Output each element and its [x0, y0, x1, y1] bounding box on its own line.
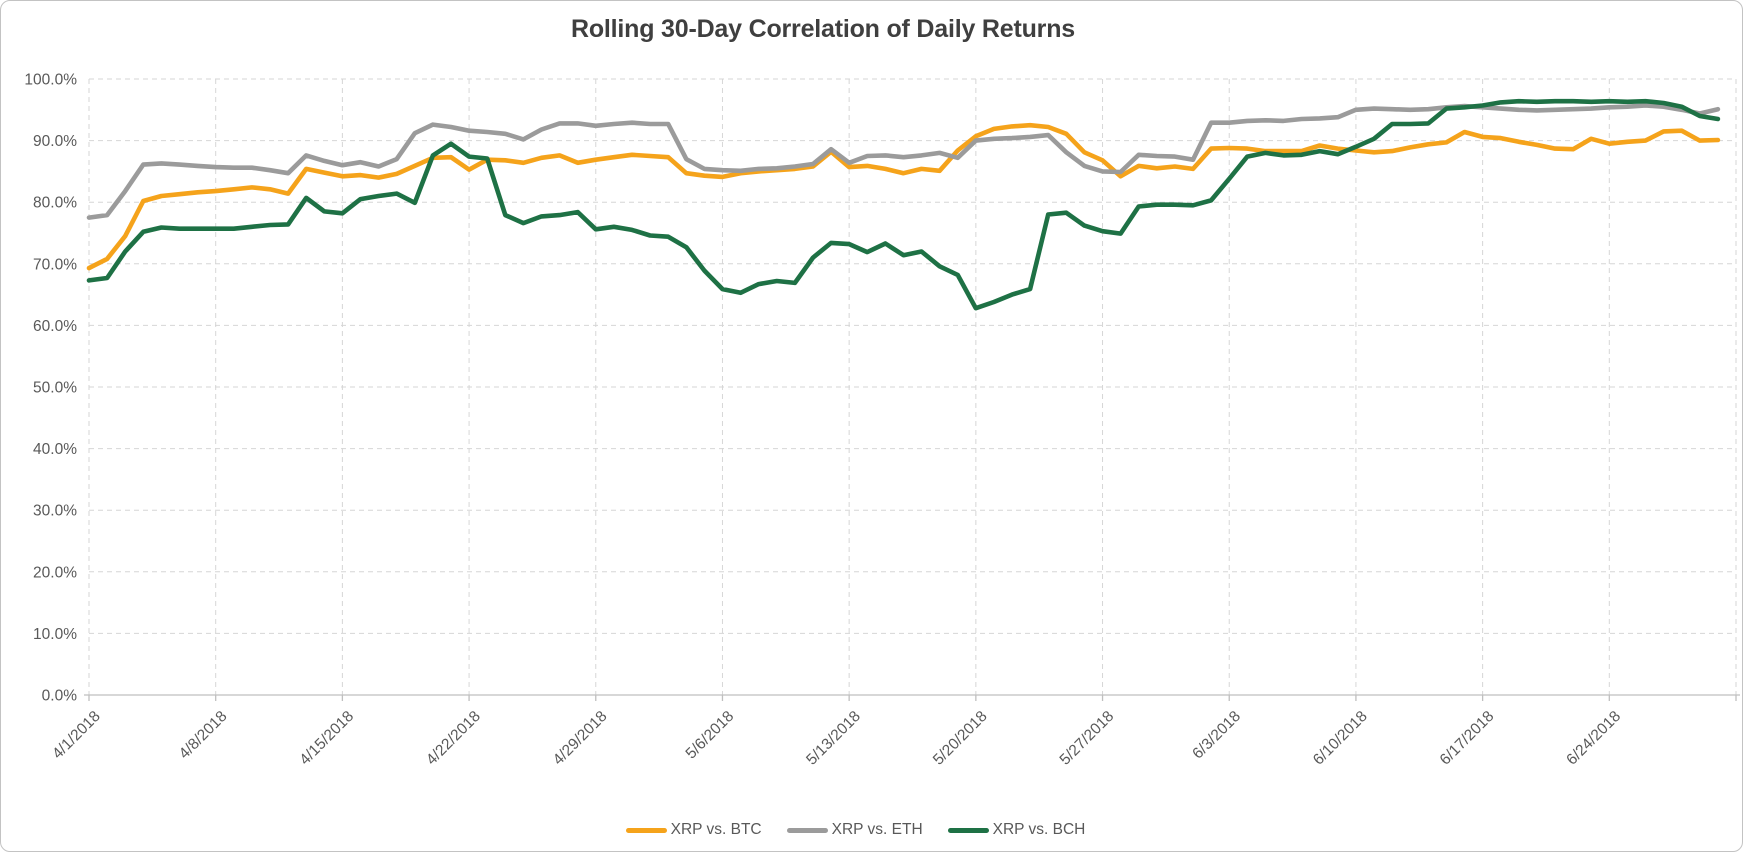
chart-title[interactable]: Rolling 30-Day Correlation of Daily Retu…	[571, 15, 1075, 43]
x-axis-tick-label: 4/15/2018	[296, 708, 357, 769]
x-axis-tick-label: 5/13/2018	[803, 708, 864, 769]
y-axis-tick-label: 50.0%	[33, 380, 77, 397]
series-line-xrp-vs-bch	[86, 98, 1721, 311]
series-line-xrp-vs-eth	[86, 103, 1721, 220]
x-axis-tick-label: 6/3/2018	[1189, 708, 1244, 763]
y-axis-tick-label: 0.0%	[42, 688, 78, 705]
legend-item-xrp-vs-btc[interactable]: XRP vs. BTC	[625, 821, 762, 839]
x-axis-tick-label: 4/8/2018	[176, 708, 231, 763]
series-line-xrp-vs-btc	[86, 122, 1721, 271]
legend-line-swatch-icon	[625, 827, 667, 833]
x-axis-tick-label: 5/6/2018	[683, 708, 738, 763]
legend-line-swatch-icon	[947, 827, 989, 833]
y-axis-tick-label: 70.0%	[33, 256, 77, 273]
legend-label: XRP vs. BCH	[992, 821, 1086, 838]
x-axis-tick-label: 5/27/2018	[1057, 708, 1118, 769]
legend-line-swatch-icon	[786, 827, 828, 833]
y-axis-tick-label: 40.0%	[33, 441, 77, 458]
y-axis-tick-label: 10.0%	[33, 626, 77, 643]
y-axis-tick-label: 20.0%	[33, 564, 77, 581]
legend-item-xrp-vs-bch[interactable]: XRP vs. BCH	[947, 821, 1086, 839]
x-axis-tick-label: 6/17/2018	[1437, 708, 1498, 769]
x-axis-tick-label: 4/29/2018	[550, 708, 611, 769]
legend-item-xrp-vs-eth[interactable]: XRP vs. ETH	[786, 821, 923, 839]
x-axis-tick-label: 5/20/2018	[930, 708, 991, 769]
x-axis-tick-label: 6/10/2018	[1310, 708, 1371, 769]
y-axis-tick-label: 90.0%	[33, 133, 77, 150]
legend-label: XRP vs. ETH	[831, 821, 923, 838]
x-axis-tick-label: 4/22/2018	[423, 708, 484, 769]
x-axis-tick-label: 6/24/2018	[1563, 708, 1624, 769]
y-axis-tick-label: 80.0%	[33, 195, 77, 212]
y-axis-tick-label: 30.0%	[33, 503, 77, 520]
y-axis-tick-label: 100.0%	[24, 72, 77, 89]
x-axis-tick-label: 4/1/2018	[49, 708, 104, 763]
y-axis-tick-label: 60.0%	[33, 318, 77, 335]
legend-label: XRP vs. BTC	[670, 821, 762, 838]
legend: XRP vs. BTC XRP vs. ETH XRP vs. BCH	[1, 821, 1726, 839]
